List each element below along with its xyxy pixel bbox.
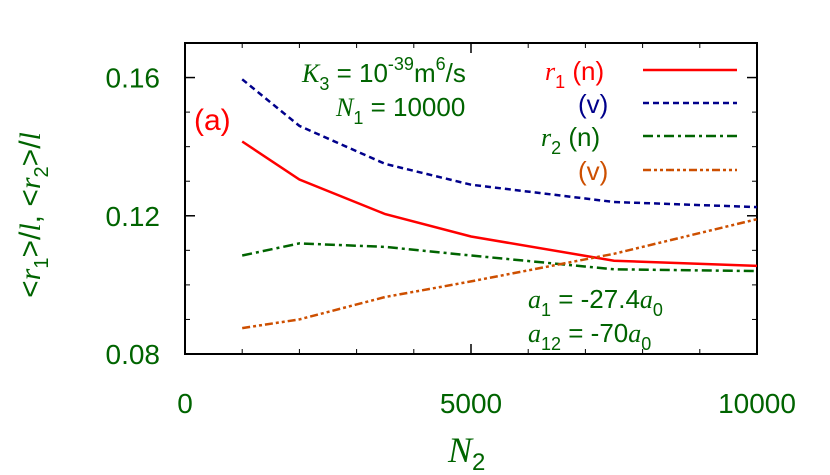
series-line-2: [241, 78, 758, 209]
y-tick-label: 0.08: [106, 339, 161, 370]
legend-lines: [643, 68, 737, 172]
legend-label-r2-v: (v): [578, 156, 608, 186]
series-lines: [241, 78, 758, 330]
y-tick-label: 0.16: [106, 63, 161, 94]
plot-border: [184, 42, 758, 355]
axis-ticks: 0 5000 10000 0.08 0.12 0.16: [106, 43, 796, 419]
series-line-3: [241, 242, 758, 273]
x-axis-label: N2: [447, 430, 485, 475]
y-tick-label: 0.12: [106, 201, 161, 232]
annotation-n1: N1 = 10000: [335, 92, 465, 128]
annotation-a12: a12 = -70a0: [528, 318, 651, 354]
legend-label-r1-n: r1 (n): [545, 56, 604, 92]
x-tick-label: 5000: [440, 388, 502, 419]
series-line-4: [242, 217, 758, 330]
x-tick-label: 0: [177, 388, 193, 419]
annotation-a1: a1 = -27.4a0: [528, 284, 663, 320]
plot-frame: [184, 42, 758, 355]
legend-label-r1-v: (v): [578, 89, 608, 119]
annotation-k3: K3 = 10-39m6/s: [301, 54, 466, 94]
x-tick-label: 10000: [718, 388, 796, 419]
legend-label-r2-n: r2 (n): [541, 122, 600, 158]
y-axis-label-group: <r1>/l, <r2>/l: [14, 132, 53, 298]
y-axis-label: <r1>/l, <r2>/l: [14, 132, 53, 298]
series-line-1: [241, 140, 758, 268]
panel-label: (a): [194, 104, 231, 137]
